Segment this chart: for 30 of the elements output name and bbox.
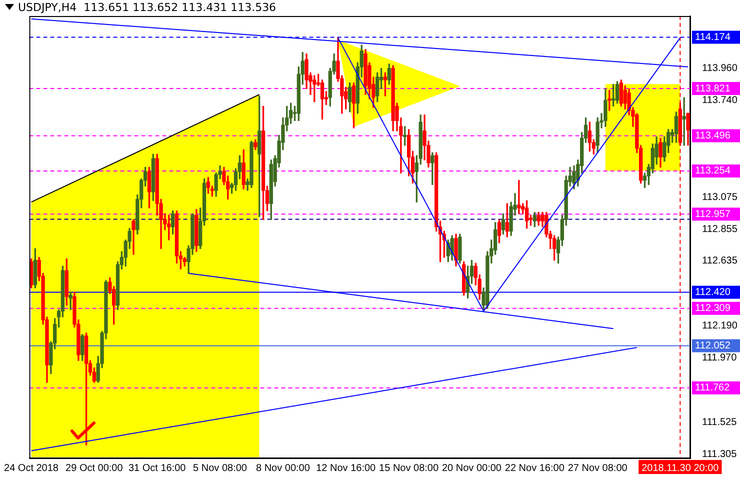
x-tick-label: 22 Nov 16:00 <box>504 462 565 474</box>
ref-line-label: 113.254 <box>695 166 731 177</box>
y-tick-label: 111.525 <box>702 417 738 428</box>
x-tick-label: 12 Nov 16:00 <box>316 462 376 474</box>
y-tick-label: 113.740 <box>702 95 738 106</box>
x-tick-label: 29 Oct 00:00 <box>66 462 124 474</box>
x-tick-label: 5 Nov 08:00 <box>193 462 248 474</box>
ref-line-label: 112.420 <box>695 287 731 298</box>
x-tick-label: 20 Nov 00:00 <box>442 462 502 474</box>
x-tick-label: 27 Nov 08:00 <box>568 462 628 474</box>
x-tick-label: 31 Oct 16:00 <box>128 462 186 474</box>
ref-line-label: 114.174 <box>695 32 731 43</box>
ref-line-label: 113.821 <box>695 83 731 94</box>
y-tick-label: 111.970 <box>702 352 738 364</box>
y-tick-label: 113.075 <box>702 192 738 203</box>
x-tick-label: 15 Nov 08:00 <box>379 462 439 474</box>
y-tick-label: 112.635 <box>702 256 738 267</box>
chart-title: USDJPY,H4 113.651 113.652 113.431 113.536 <box>18 1 276 14</box>
y-tick-label: 111.305 <box>702 449 738 460</box>
x-tick-label: 8 Nov 00:00 <box>256 462 310 474</box>
ref-line-label: 112.957 <box>695 208 731 220</box>
y-tick-label: 113.960 <box>702 63 738 74</box>
x-tick-label: 24 Oct 2018 <box>4 462 59 474</box>
y-tick-label: 112.190 <box>702 320 738 332</box>
x-tick-label: 2018.11.30 20:00 <box>642 462 720 474</box>
ref-line-label: 112.309 <box>695 303 731 314</box>
ref-line-label: 111.762 <box>695 382 730 394</box>
ref-line-label: 113.496 <box>695 130 731 142</box>
y-tick-label: 112.855 <box>702 224 738 235</box>
ref-line-label: 112.052 <box>695 340 731 352</box>
